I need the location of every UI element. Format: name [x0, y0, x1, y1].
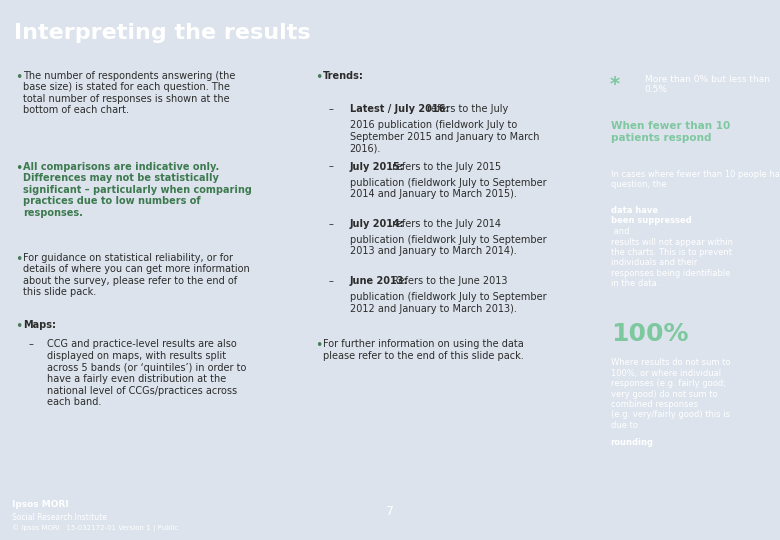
Text: Trends:: Trends: [323, 71, 363, 80]
Text: –: – [328, 276, 334, 286]
Text: When fewer than 10 patients respond: When fewer than 10 patients respond [611, 122, 730, 143]
Text: refers to the July 2015: refers to the July 2015 [388, 161, 501, 172]
Text: The number of respondents answering (the
base size) is stated for each question.: The number of respondents answering (the… [23, 71, 235, 116]
Text: Latest / July 2016:: Latest / July 2016: [349, 104, 449, 114]
Text: •: • [315, 339, 322, 353]
Text: June 2013:: June 2013: [349, 276, 408, 286]
Text: refers to the July: refers to the July [424, 104, 508, 114]
Text: *: * [609, 75, 619, 94]
Text: 2016 publication (fieldwork July to
September 2015 and January to March
2016).: 2016 publication (fieldwork July to Sept… [349, 120, 539, 154]
Text: publication (fieldwork July to September
2013 and January to March 2014).: publication (fieldwork July to September… [349, 235, 546, 256]
Text: –: – [328, 161, 334, 172]
Text: refers to the July 2014: refers to the July 2014 [388, 219, 501, 229]
Text: CCG and practice-level results are also
displayed on maps, with results split
ac: CCG and practice-level results are also … [47, 339, 246, 407]
Text: Refers to the June 2013: Refers to the June 2013 [388, 276, 507, 286]
Text: For further information on using the data
please refer to the end of this slide : For further information on using the dat… [323, 339, 523, 361]
Text: •: • [315, 71, 322, 84]
Text: –: – [328, 104, 334, 114]
Text: For guidance on statistical reliability, or for
details of where you can get mor: For guidance on statistical reliability,… [23, 253, 250, 298]
Text: © Ipsos MORI   15-032172-01 Version 1 | Public: © Ipsos MORI 15-032172-01 Version 1 | Pu… [12, 524, 178, 532]
Text: Interpreting the results: Interpreting the results [14, 23, 310, 43]
Text: Ipsos MORI: Ipsos MORI [12, 500, 69, 509]
Text: Social Research Institute: Social Research Institute [12, 513, 107, 522]
Text: More than 0% but less than 0.5%: More than 0% but less than 0.5% [645, 75, 770, 94]
Text: publication (fieldwork July to September
2012 and January to March 2013).: publication (fieldwork July to September… [349, 292, 546, 314]
Text: All comparisons are indicative only.
Differences may not be statistically
signif: All comparisons are indicative only. Dif… [23, 161, 252, 218]
Text: data have
been suppressed: data have been suppressed [611, 206, 691, 225]
Text: Where results do not sum to
100%, or where individual
responses (e.g. fairly goo: Where results do not sum to 100%, or whe… [611, 359, 730, 430]
Text: •: • [15, 320, 23, 333]
Text: and
results will not appear within
the charts. This is to prevent
individuals an: and results will not appear within the c… [611, 227, 732, 288]
Text: rounding: rounding [611, 437, 654, 447]
Text: publication (fieldwork July to September
2014 and January to March 2015).: publication (fieldwork July to September… [349, 178, 546, 199]
Text: .: . [642, 437, 645, 447]
Text: 100%: 100% [611, 322, 688, 347]
Text: –: – [328, 219, 334, 229]
Text: 7: 7 [386, 505, 394, 518]
Text: –: – [29, 339, 34, 349]
Text: In cases where fewer than 10 people have answered a
question, the: In cases where fewer than 10 people have… [611, 170, 780, 190]
Text: •: • [15, 161, 23, 174]
Text: •: • [15, 253, 23, 266]
Text: •: • [15, 71, 23, 84]
Text: Maps:: Maps: [23, 320, 56, 330]
Text: July 2015:: July 2015: [349, 161, 405, 172]
Text: July 2014:: July 2014: [349, 219, 405, 229]
